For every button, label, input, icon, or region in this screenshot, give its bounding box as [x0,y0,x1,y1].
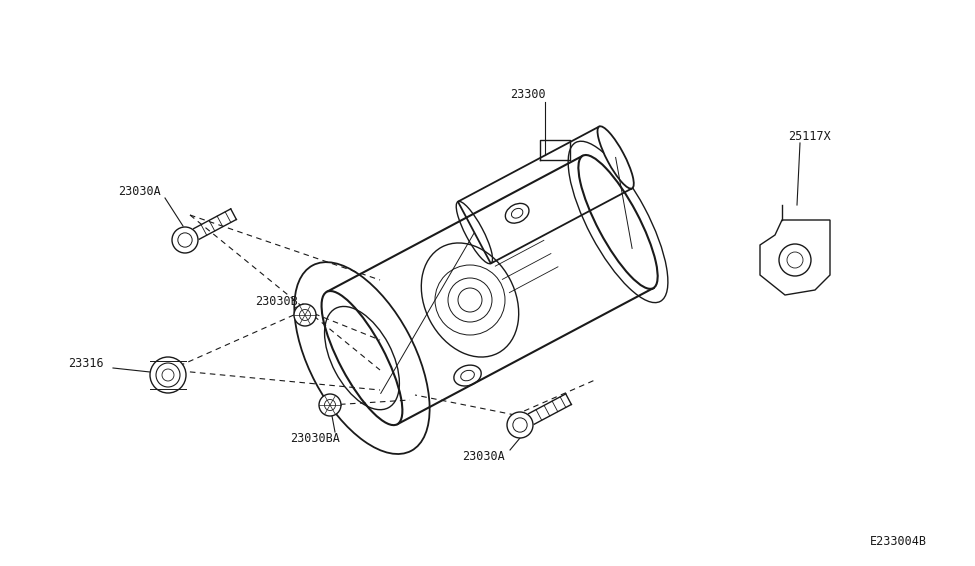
Ellipse shape [322,291,403,425]
Text: 23300: 23300 [510,88,546,101]
Text: E233004B: E233004B [870,535,927,548]
Circle shape [172,227,198,253]
Text: 23030A: 23030A [462,450,505,463]
Text: 23316: 23316 [68,357,103,370]
Circle shape [294,304,316,326]
Circle shape [150,357,186,393]
Text: 25117X: 25117X [788,130,831,143]
Ellipse shape [578,155,658,289]
Circle shape [507,412,533,438]
Text: 23030B: 23030B [255,295,297,308]
Text: 23030A: 23030A [118,185,161,198]
Circle shape [319,394,341,416]
Text: 23030BA: 23030BA [290,432,340,445]
Ellipse shape [598,126,634,188]
